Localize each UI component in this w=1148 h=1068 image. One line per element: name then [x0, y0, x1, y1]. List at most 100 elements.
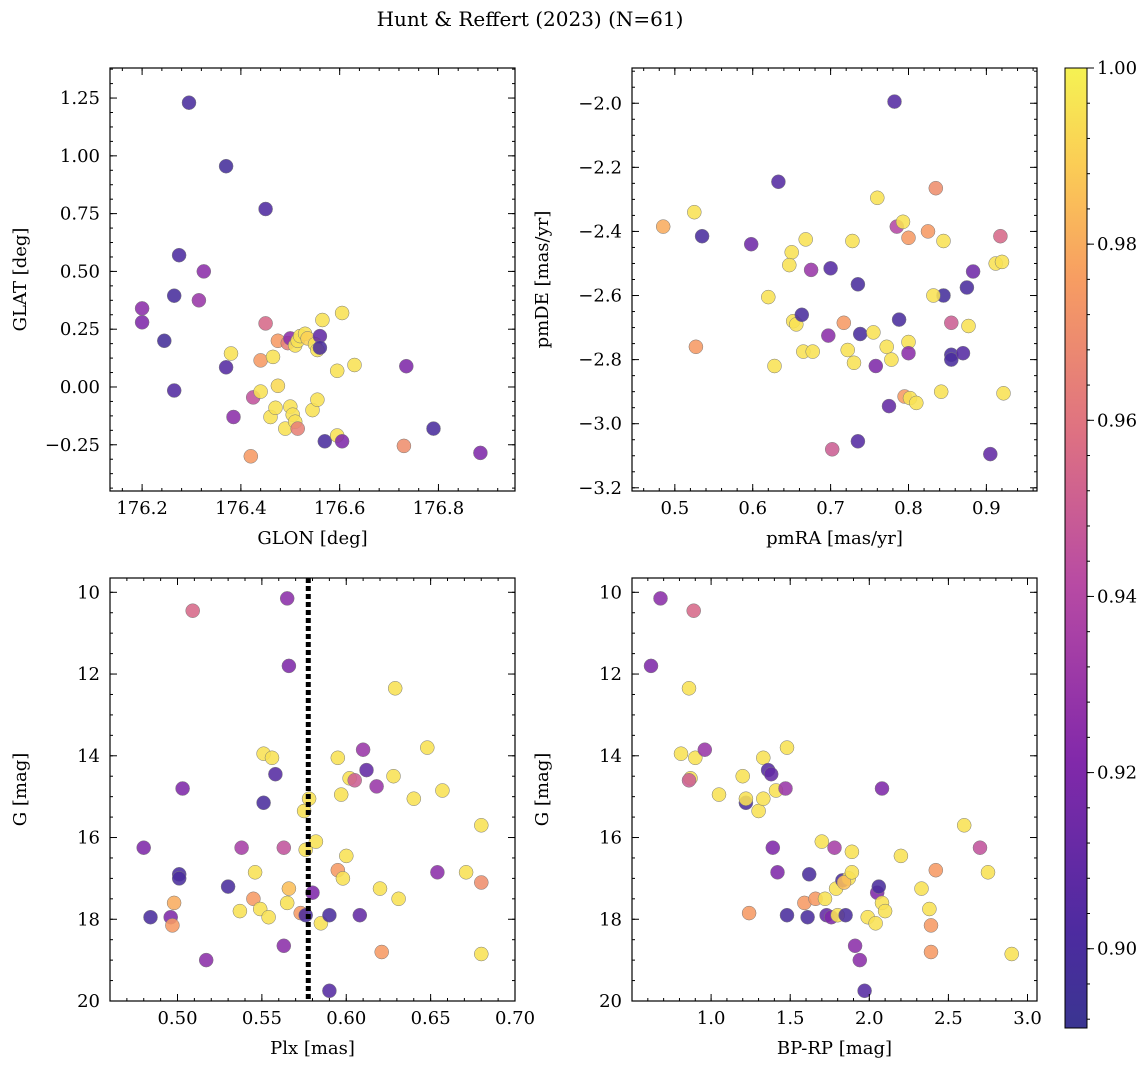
- data-point: [223, 346, 239, 361]
- y-tick-label: −3.0: [578, 414, 622, 435]
- data-point: [901, 230, 916, 246]
- y-tick-label: 18: [77, 909, 100, 930]
- x-tick-label: 2.0: [855, 1008, 884, 1029]
- data-point: [694, 228, 710, 244]
- x-tick-label: 0.9: [972, 498, 1001, 519]
- y-tick-label: 10: [599, 582, 622, 603]
- data-point: [779, 740, 795, 755]
- x-tick-label: 0.55: [242, 1008, 282, 1029]
- data-point: [261, 909, 276, 925]
- data-point: [352, 907, 368, 923]
- data-point: [276, 938, 292, 954]
- data-point: [817, 891, 833, 907]
- data-point: [798, 232, 813, 247]
- data-point: [673, 746, 689, 761]
- data-point: [218, 158, 234, 174]
- data-point: [844, 844, 860, 860]
- data-point: [836, 315, 852, 331]
- data-point: [474, 818, 489, 833]
- data-point: [276, 840, 292, 855]
- axes-frame: [109, 67, 516, 492]
- data-point: [868, 358, 884, 374]
- data-point: [836, 875, 852, 890]
- data-point: [794, 307, 810, 323]
- x-tick-label: 176.6: [314, 498, 366, 519]
- data-point: [926, 288, 941, 303]
- data-point: [711, 787, 727, 802]
- data-point: [846, 355, 862, 371]
- data-point: [474, 875, 489, 890]
- data-point: [844, 865, 860, 880]
- data-point: [335, 871, 351, 886]
- data-point: [874, 781, 890, 796]
- data-point: [823, 261, 838, 276]
- data-point: [824, 442, 840, 457]
- data-point: [355, 742, 371, 757]
- y-tick-label: 10: [77, 582, 100, 603]
- data-point: [655, 219, 671, 234]
- data-point: [814, 834, 830, 849]
- data-point: [972, 840, 988, 855]
- data-point: [928, 180, 944, 196]
- y-tick-label: 18: [599, 909, 622, 930]
- data-point: [994, 254, 1010, 270]
- data-point: [688, 339, 704, 355]
- data-point: [821, 328, 836, 343]
- data-point: [767, 358, 782, 374]
- data-point: [914, 881, 929, 896]
- data-point: [347, 357, 362, 373]
- y-tick-label: 0.00: [60, 377, 100, 398]
- data-point: [143, 909, 158, 925]
- data-point: [993, 228, 1008, 244]
- data-point: [157, 333, 172, 349]
- data-point: [191, 293, 207, 308]
- data-point: [850, 434, 866, 449]
- y-tick-label: −2.4: [578, 221, 622, 242]
- data-point: [334, 434, 350, 449]
- data-point: [256, 795, 271, 811]
- data-point: [473, 445, 488, 461]
- data-point: [396, 438, 412, 454]
- x-tick-label: 0.7: [816, 498, 845, 519]
- data-point: [928, 862, 944, 878]
- data-point: [955, 345, 971, 361]
- data-point: [399, 358, 414, 374]
- data-point: [305, 885, 320, 900]
- data-point: [805, 344, 820, 359]
- data-point: [196, 264, 212, 279]
- x-tick-label: 1.5: [776, 1008, 805, 1029]
- y-tick-label: 0.25: [60, 319, 100, 340]
- y-tick-label: 20: [77, 991, 100, 1012]
- data-point: [232, 903, 248, 919]
- data-point: [420, 740, 435, 755]
- data-point: [175, 781, 190, 796]
- axes-frame: [109, 577, 516, 1002]
- data-point: [474, 946, 489, 962]
- axes-frame: [631, 67, 1038, 492]
- data-point: [779, 907, 795, 923]
- data-point: [386, 768, 401, 784]
- data-point: [166, 895, 182, 911]
- data-point: [339, 848, 354, 864]
- y-axis-label: G [mag]: [10, 753, 31, 826]
- x-axis-label: Plx [mas]: [270, 1038, 355, 1059]
- data-point: [681, 681, 697, 696]
- data-point: [870, 190, 885, 206]
- y-tick-label: 16: [599, 828, 622, 849]
- data-point: [166, 288, 182, 303]
- y-tick-label: 14: [599, 746, 622, 767]
- data-point: [134, 301, 150, 316]
- x-tick-label: 0.50: [157, 1008, 197, 1029]
- data-point: [258, 316, 273, 331]
- y-tick-label: 0.75: [60, 204, 100, 225]
- x-tick-label: 176.2: [116, 498, 168, 519]
- data-point: [923, 944, 939, 960]
- data-point: [686, 603, 701, 618]
- panel-bprp-g: 1.0 1.5 2.0 2.5 3.0 10 12 14 16 18 20 BP-RP [mag] G …: [532, 577, 1042, 1059]
- data-point: [322, 983, 337, 999]
- data-point: [181, 95, 197, 110]
- panel-glon-glat: 176.2 176.4 176.6 176.8 −0.25 0.00 0.25 0.50 0.7…: [10, 67, 516, 549]
- data-point: [784, 245, 799, 260]
- data-point: [901, 345, 916, 361]
